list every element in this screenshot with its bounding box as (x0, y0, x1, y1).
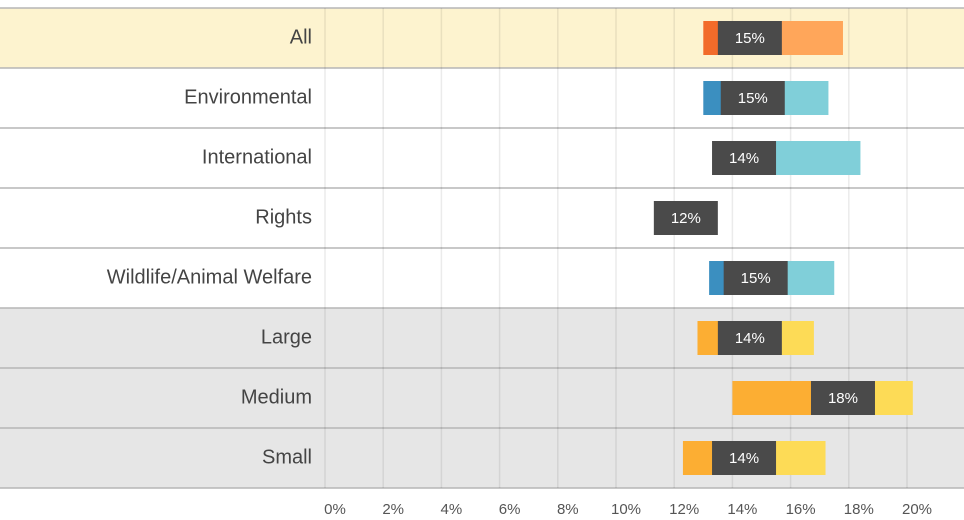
value-label: 18% (828, 390, 858, 407)
x-tick-label: 2% (382, 501, 404, 518)
value-label: 14% (735, 330, 765, 347)
x-tick-label: 18% (844, 501, 874, 518)
x-tick-label: 12% (669, 501, 699, 518)
value-label: 12% (671, 210, 701, 227)
category-label: International (202, 146, 312, 168)
value-box (810, 381, 875, 415)
value-label: 15% (741, 270, 771, 287)
value-box (712, 141, 777, 175)
value-label: 14% (729, 450, 759, 467)
x-tick-label: 10% (611, 501, 641, 518)
x-tick-label: 6% (499, 501, 521, 518)
x-tick-label: 4% (441, 501, 463, 518)
value-box (717, 321, 782, 355)
value-label: 15% (738, 90, 768, 107)
x-tick-label: 8% (557, 501, 579, 518)
row-band (0, 308, 964, 368)
category-label: Medium (241, 386, 312, 408)
value-box (720, 81, 785, 115)
value-box (653, 201, 718, 235)
category-label: Environmental (184, 86, 312, 108)
value-box (717, 21, 782, 55)
x-tick-label: 0% (324, 501, 346, 518)
category-label: All (290, 26, 312, 48)
category-label: Large (261, 326, 312, 348)
x-tick-label: 16% (786, 501, 816, 518)
category-label: Wildlife/Animal Welfare (107, 266, 312, 288)
marks (653, 21, 913, 475)
value-box (712, 441, 777, 475)
row-backgrounds (0, 7, 964, 489)
x-tick-label: 14% (727, 501, 757, 518)
x-tick-label: 20% (902, 501, 932, 518)
value-label: 15% (735, 30, 765, 47)
category-label: Small (262, 446, 312, 468)
category-label: Rights (255, 206, 312, 228)
row-band (0, 188, 964, 248)
value-box (723, 261, 788, 295)
value-label: 14% (729, 150, 759, 167)
